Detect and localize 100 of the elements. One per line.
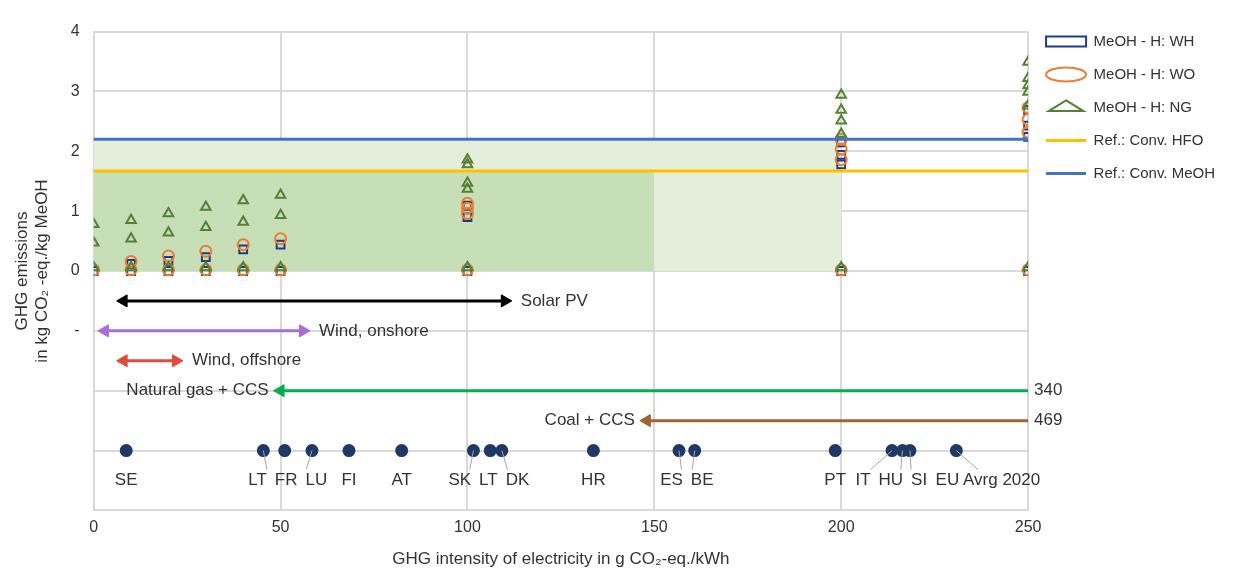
annotation: FI xyxy=(341,470,357,490)
point xyxy=(836,159,847,170)
point xyxy=(835,88,847,99)
point xyxy=(162,260,175,272)
x-tick-label: 150 xyxy=(640,518,668,536)
point xyxy=(949,444,963,458)
point xyxy=(483,444,497,458)
point xyxy=(237,193,249,205)
annotation: SE xyxy=(114,470,138,490)
point xyxy=(162,226,175,237)
point xyxy=(834,132,848,146)
annotation: 340 xyxy=(1034,380,1063,400)
annotation: ES xyxy=(660,470,683,490)
series-label: Coal + CCS xyxy=(544,410,635,430)
point xyxy=(834,142,848,156)
annotation: 469 xyxy=(1034,410,1063,430)
point xyxy=(237,260,249,272)
x-tick-label: 100 xyxy=(454,518,481,536)
y-tick-label: 0 xyxy=(70,261,80,279)
legend-label: MeOH - H: WO xyxy=(1093,64,1196,82)
annotation: PT xyxy=(824,470,847,490)
annotation: FR xyxy=(274,470,298,490)
point xyxy=(119,444,133,458)
y-tick-label: - xyxy=(74,321,80,339)
x-tick-label: 250 xyxy=(1014,518,1042,536)
point xyxy=(834,153,848,167)
point xyxy=(835,127,847,138)
series-label: Natural gas + CCS xyxy=(126,380,269,400)
point xyxy=(200,260,212,272)
point xyxy=(461,182,474,193)
point xyxy=(237,215,249,226)
point xyxy=(462,200,473,211)
point xyxy=(161,249,175,263)
point xyxy=(256,444,270,458)
x-tick-label: 200 xyxy=(827,518,855,536)
y-axis-title: GHG emissions in kg CO₂ -eq./kg MeOH xyxy=(11,179,52,363)
x-tick-label: 50 xyxy=(271,518,290,536)
annotation: HU xyxy=(878,470,904,490)
point xyxy=(278,444,292,458)
point xyxy=(586,444,600,458)
series-label: Solar PV xyxy=(520,290,589,310)
point xyxy=(835,260,847,272)
point xyxy=(236,238,250,252)
point xyxy=(835,103,847,114)
point xyxy=(460,207,474,221)
annotation: HR xyxy=(581,470,606,490)
x-axis-title: GHG intensity of electricity in g CO₂-eq./kWh xyxy=(392,549,730,569)
y-tick-label: 4 xyxy=(70,22,80,40)
annotation: LU xyxy=(305,470,328,490)
point xyxy=(305,444,319,458)
legend-label: MeOH - H: WH xyxy=(1093,31,1195,49)
annotation: DK xyxy=(505,470,530,490)
x-tick-label: 0 xyxy=(89,518,99,536)
point xyxy=(461,260,474,272)
point xyxy=(828,444,842,458)
point xyxy=(836,150,847,160)
point xyxy=(200,252,211,263)
point xyxy=(688,444,702,458)
point xyxy=(199,244,213,258)
point xyxy=(835,114,847,125)
annotation: SK xyxy=(448,470,472,490)
annotation: BE xyxy=(690,470,714,490)
point xyxy=(460,196,474,210)
point xyxy=(461,176,474,187)
legend-label: Ref.: Conv. MeOH xyxy=(1093,163,1215,181)
point xyxy=(238,244,249,255)
point xyxy=(672,444,686,458)
point xyxy=(200,220,212,232)
point xyxy=(125,232,137,243)
point xyxy=(200,200,212,211)
annotation: IT xyxy=(855,470,871,490)
point xyxy=(461,153,474,164)
point xyxy=(124,254,138,268)
point xyxy=(342,444,356,458)
legend-label: Ref.: Conv. HFO xyxy=(1093,130,1204,148)
point xyxy=(460,201,474,215)
point xyxy=(274,188,287,199)
point xyxy=(274,232,288,246)
point xyxy=(466,444,480,458)
point xyxy=(274,208,287,220)
point xyxy=(275,239,286,250)
point xyxy=(461,157,474,169)
point xyxy=(395,444,409,458)
y-tick-label: 2 xyxy=(70,141,80,159)
point xyxy=(125,213,137,224)
series-label: Wind, onshore xyxy=(319,320,429,340)
series-label: Wind, offshore xyxy=(191,350,302,370)
annotation: AT xyxy=(391,470,412,490)
point xyxy=(462,212,473,223)
point xyxy=(163,255,174,266)
annotation: EU Avrg 2020 xyxy=(935,470,1041,490)
point xyxy=(274,260,287,272)
legend-label: MeOH - H: NG xyxy=(1093,97,1192,115)
annotation: LT xyxy=(248,470,267,490)
annotation: LT xyxy=(479,470,498,490)
point xyxy=(495,444,509,458)
y-tick-label: 3 xyxy=(70,81,80,99)
annotation: SI xyxy=(911,470,928,490)
y-tick-label: 1 xyxy=(70,201,80,219)
point xyxy=(162,207,175,218)
